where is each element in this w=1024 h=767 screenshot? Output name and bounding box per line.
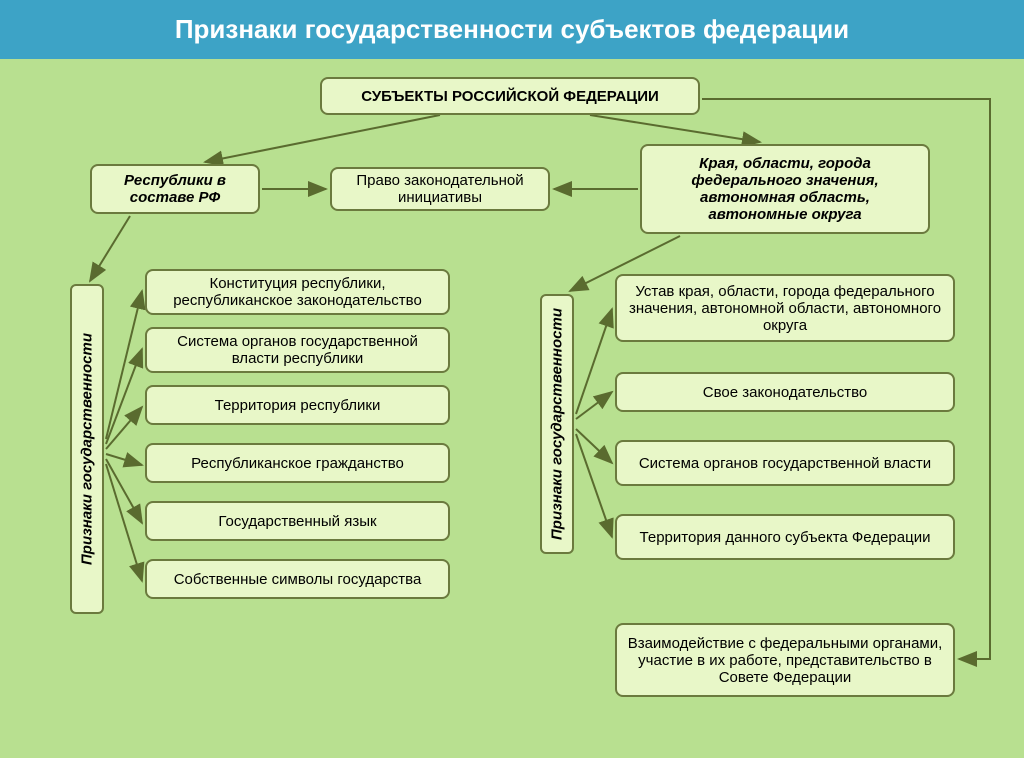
vlabel-left-text: Признаки государственности [79, 333, 96, 565]
center-box: Право законодательной инициативы [330, 167, 550, 211]
right-item-label: Система органов государственной власти [639, 455, 931, 472]
left-item-label: Система органов государственной власти р… [157, 333, 438, 367]
title-text: Признаки государственности субъектов фед… [175, 14, 849, 44]
left-item: Система органов государственной власти р… [145, 327, 450, 373]
top-box: СУБЪЕКТЫ РОССИЙСКОЙ ФЕДЕРАЦИИ [320, 77, 700, 115]
vlabel-left: Признаки государственности [70, 284, 104, 614]
diagram-canvas: СУБЪЕКТЫ РОССИЙСКОЙ ФЕДЕРАЦИИ Республики… [0, 59, 1024, 758]
right-item-label: Свое законодательство [703, 384, 867, 401]
right-item: Устав края, области, города федерального… [615, 274, 955, 342]
left-item: Государственный язык [145, 501, 450, 541]
right-item: Свое законодательство [615, 372, 955, 412]
left-item-label: Конституция республики, республиканское … [157, 275, 438, 309]
left-item: Территория республики [145, 385, 450, 425]
left-item-label: Собственные символы государства [174, 571, 422, 588]
right-item-label: Устав края, области, города федерального… [627, 283, 943, 334]
left-item-label: Территория республики [215, 397, 381, 414]
left-item-label: Государственный язык [218, 513, 376, 530]
right-branch-box: Края, области, города федерального значе… [640, 144, 930, 234]
right-item: Территория данного субъекта Федерации [615, 514, 955, 560]
bottom-label: Взаимодействие с федеральными органами, … [627, 635, 943, 686]
left-branch-box: Республики в составе РФ [90, 164, 260, 214]
left-item: Республиканское гражданство [145, 443, 450, 483]
right-item: Система органов государственной власти [615, 440, 955, 486]
left-item-label: Республиканское гражданство [191, 455, 404, 472]
vlabel-right: Признаки государственности [540, 294, 574, 554]
center-label: Право законодательной инициативы [342, 172, 538, 206]
bottom-box: Взаимодействие с федеральными органами, … [615, 623, 955, 697]
right-branch-label: Края, области, города федерального значе… [652, 155, 918, 223]
right-item-label: Территория данного субъекта Федерации [640, 529, 931, 546]
left-branch-label: Республики в составе РФ [102, 172, 248, 206]
left-item: Собственные символы государства [145, 559, 450, 599]
page-title: Признаки государственности субъектов фед… [0, 0, 1024, 59]
left-item: Конституция республики, республиканское … [145, 269, 450, 315]
vlabel-right-text: Признаки государственности [549, 308, 566, 540]
top-label: СУБЪЕКТЫ РОССИЙСКОЙ ФЕДЕРАЦИИ [361, 88, 659, 105]
